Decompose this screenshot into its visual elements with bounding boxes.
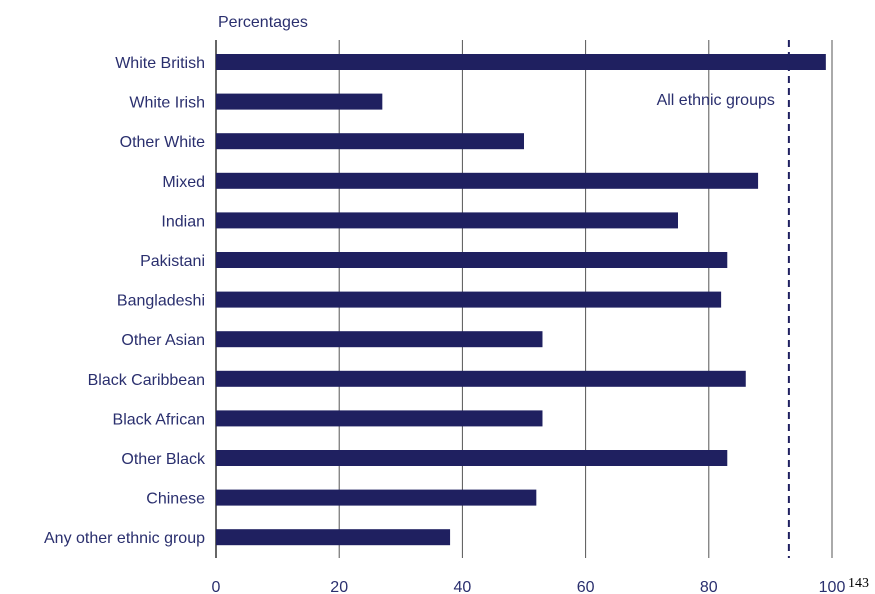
x-tick-label: 40 [454, 579, 472, 594]
x-tick-label: 100 [819, 579, 846, 594]
bar [216, 529, 451, 546]
category-label: Other White [120, 134, 205, 151]
bar [216, 212, 678, 229]
bar [216, 172, 759, 189]
x-tick-label: 80 [700, 579, 718, 594]
category-label: Bangladeshi [117, 293, 205, 310]
x-tick-label: 20 [330, 579, 348, 594]
bar [216, 133, 524, 150]
category-label: Black Caribbean [88, 372, 205, 389]
category-label: Other Asian [121, 332, 205, 349]
bar [216, 54, 826, 70]
bar [216, 489, 537, 506]
category-label: White British [115, 55, 205, 72]
category-label: Mixed [162, 174, 205, 191]
x-tick-label: 0 [212, 579, 221, 594]
reference-line-label: All ethnic groups [657, 92, 775, 109]
category-labels: White British White Irish Other White Mixed… [44, 55, 206, 547]
category-label: White Irish [129, 95, 205, 112]
x-tick-labels: 0 20 40 60 80 100 [212, 579, 846, 594]
bar [216, 291, 722, 308]
category-label: Chinese [146, 491, 205, 508]
bar [216, 93, 383, 110]
category-label: Black African [113, 411, 205, 428]
category-label: Pakistani [140, 253, 205, 270]
page-number: 143 [848, 576, 869, 591]
category-label: Other Black [121, 451, 206, 468]
bar [216, 410, 543, 427]
bar [216, 370, 746, 387]
bar [216, 450, 728, 466]
bar [216, 331, 543, 348]
category-label: Any other ethnic group [44, 530, 205, 547]
x-tick-label: 60 [577, 579, 595, 594]
axis-title: Percentages [218, 14, 308, 31]
bars [216, 54, 826, 546]
category-label: Indian [161, 213, 205, 230]
bar [216, 252, 728, 268]
reference-line-group: All ethnic groups [657, 40, 790, 558]
